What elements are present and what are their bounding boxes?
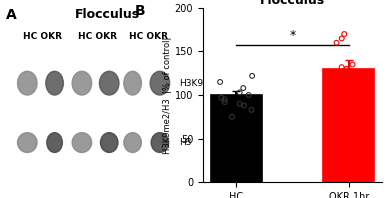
Bar: [323, 69, 374, 182]
Point: [237, 91, 243, 94]
Text: A: A: [6, 8, 17, 22]
Point: [245, 93, 252, 97]
Text: HC OKR: HC OKR: [78, 32, 117, 41]
Point: [249, 74, 255, 77]
Point: [229, 115, 235, 118]
Ellipse shape: [72, 133, 92, 152]
Point: [349, 63, 356, 66]
Point: [335, 76, 341, 79]
Ellipse shape: [47, 133, 62, 152]
Point: [248, 108, 255, 111]
Point: [339, 66, 345, 69]
Ellipse shape: [18, 71, 37, 95]
Ellipse shape: [18, 133, 37, 152]
Bar: [211, 95, 262, 182]
Point: [241, 104, 247, 107]
Point: [222, 98, 228, 101]
Point: [236, 102, 243, 105]
Point: [335, 74, 341, 77]
Point: [222, 100, 228, 104]
Point: [339, 72, 345, 75]
Point: [333, 41, 340, 44]
Text: B: B: [135, 4, 145, 18]
Ellipse shape: [150, 71, 170, 95]
Title: Flocculus: Flocculus: [260, 0, 325, 7]
Ellipse shape: [99, 71, 119, 95]
Y-axis label: H3K9me2/H3  |% of control|: H3K9me2/H3 |% of control|: [163, 36, 172, 154]
Ellipse shape: [46, 71, 63, 95]
Point: [240, 87, 246, 90]
Ellipse shape: [151, 133, 168, 152]
Point: [357, 117, 363, 120]
Point: [343, 67, 349, 70]
Text: HC OKR: HC OKR: [23, 32, 62, 41]
Text: *: *: [289, 29, 296, 42]
Ellipse shape: [101, 133, 118, 152]
Text: Flocculus: Flocculus: [75, 8, 140, 21]
Point: [336, 85, 342, 88]
Ellipse shape: [124, 71, 142, 95]
Ellipse shape: [72, 71, 92, 95]
Text: H3K9me2: H3K9me2: [179, 79, 223, 88]
Point: [339, 37, 345, 40]
Text: HC OKR: HC OKR: [129, 32, 168, 41]
Point: [341, 32, 347, 36]
Text: H3: H3: [179, 138, 192, 147]
Point: [217, 80, 223, 84]
Point: [346, 69, 353, 72]
Point: [218, 96, 225, 99]
Ellipse shape: [124, 133, 142, 152]
